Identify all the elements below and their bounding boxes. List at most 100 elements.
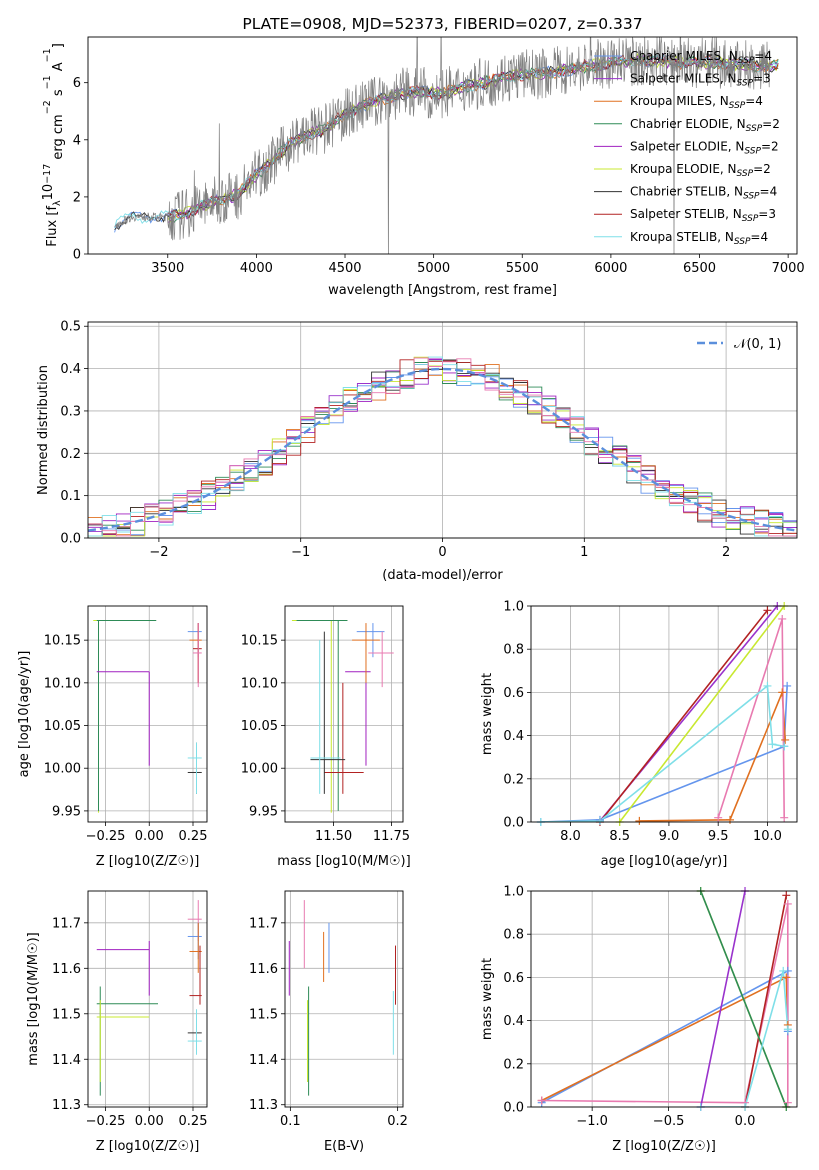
y-tick-label: 2 xyxy=(73,190,81,205)
plot-area xyxy=(540,606,788,822)
legend-label: 𝒩(0, 1) xyxy=(734,337,781,352)
x-axis-label: E(B-V) xyxy=(324,1139,364,1154)
y-tick-label: 0.5 xyxy=(60,320,81,335)
panel-mass-vs-Z: −0.25 0.00 0.25 11.3 11.4 11.5 11.6 11.7 Z [log1… xyxy=(26,890,208,1154)
x-tick-label: 6000 xyxy=(594,261,627,276)
x-axis-label: (data-model)/error xyxy=(382,568,503,583)
plot-area xyxy=(93,620,202,813)
y-tick-label: 10.00 xyxy=(241,762,278,777)
y-tick-label: 11.7 xyxy=(249,916,278,931)
weight-point-marker xyxy=(783,1098,792,1107)
y-tick-label: 11.6 xyxy=(52,962,81,977)
y-tick-label: 11.7 xyxy=(52,916,81,931)
legend-label: Salpeter ELODIE, NSSP=2 xyxy=(630,139,779,156)
y-tick-label: 0.1 xyxy=(60,489,81,504)
y-axis-label: mass weight xyxy=(480,673,495,755)
y-tick-label: 9.95 xyxy=(52,804,81,819)
x-tick-label: 0.1 xyxy=(280,1114,301,1129)
y-tick-label: 0.6 xyxy=(503,971,524,986)
weight-point-marker xyxy=(783,681,792,690)
y-axis-label: Normed distribution xyxy=(36,365,51,495)
x-tick-label: 11.75 xyxy=(373,829,410,844)
plot-area xyxy=(291,620,394,813)
x-tick-label: 2 xyxy=(722,545,730,560)
y-tick-label: 6 xyxy=(73,76,81,91)
x-tick-label: 0.25 xyxy=(179,829,208,844)
x-tick-label: 1 xyxy=(580,545,588,560)
x-tick-label: 0.0 xyxy=(735,1114,756,1129)
legend-label: Kroupa ELODIE, NSSP=2 xyxy=(630,162,771,179)
panel-residuals: −2 −1 0 1 2 0.0 0.1 0.2 0.3 0.4 0.5 (data-model)/er… xyxy=(36,320,798,583)
histogram-step-line xyxy=(88,357,797,537)
x-tick-label: −2 xyxy=(149,545,168,560)
x-tick-label: 5500 xyxy=(506,261,539,276)
plot-area xyxy=(288,900,396,1096)
x-tick-label: 6500 xyxy=(683,261,716,276)
y-tick-label: 11.5 xyxy=(52,1007,81,1022)
panel-age-vs-mass: 11.50 11.75 9.95 10.00 10.05 10.10 10.15 mass [… xyxy=(241,605,411,869)
y-tick-label: 0 xyxy=(73,248,81,263)
weight-line xyxy=(700,970,789,1107)
axes-frame xyxy=(87,890,208,1108)
x-axis-label: mass [log10(M/M☉)] xyxy=(277,854,410,869)
y-tick-label: 0.6 xyxy=(503,686,524,701)
x-tick-label: 4500 xyxy=(328,261,361,276)
y-tick-label: 0.8 xyxy=(503,928,524,943)
observed-spectrum-line xyxy=(114,37,771,254)
weight-point-marker xyxy=(763,681,772,690)
x-tick-label: 7000 xyxy=(772,261,805,276)
y-tick-label: 10.15 xyxy=(44,634,81,649)
y-tick-label: 10.05 xyxy=(241,719,278,734)
x-tick-label: −0.5 xyxy=(653,1114,685,1129)
axes-frame xyxy=(87,605,208,823)
x-axis-label: wavelength [Angstrom, rest frame] xyxy=(328,283,557,298)
x-axis-label: age [log10(age/yr)] xyxy=(601,854,728,869)
weight-line xyxy=(744,895,788,1107)
y-tick-label: 10.00 xyxy=(44,762,81,777)
axes-frame xyxy=(87,321,798,539)
x-tick-label: 0.00 xyxy=(135,1114,164,1129)
x-tick-label: 10.0 xyxy=(753,829,782,844)
axes-frame xyxy=(530,605,798,823)
weight-line xyxy=(541,903,789,1104)
weight-point-marker xyxy=(726,815,735,824)
weight-point-marker xyxy=(778,614,787,623)
y-axis-label: age [log10(age/yr)] xyxy=(17,651,32,778)
y-tick-label: 11.3 xyxy=(52,1098,81,1113)
x-axis-label: Z [log10(Z/Z☉)] xyxy=(96,1139,200,1154)
y-tick-label: 11.3 xyxy=(249,1098,278,1113)
weight-line xyxy=(699,891,788,1107)
y-tick-label: 9.95 xyxy=(249,804,278,819)
weight-line xyxy=(599,609,769,822)
legend-label: Salpeter STELIB, NSSP=3 xyxy=(630,207,776,224)
weight-point-marker xyxy=(635,816,644,825)
y-tick-label: 0.4 xyxy=(503,1014,524,1029)
y-tick-label: 10.10 xyxy=(241,676,278,691)
model-spectrum-line xyxy=(167,52,779,223)
weight-point-marker xyxy=(783,899,792,908)
weight-point-marker xyxy=(778,688,787,697)
y-tick-label: 11.4 xyxy=(52,1053,81,1068)
legend-label: Kroupa MILES, NSSP=4 xyxy=(630,94,763,111)
y-tick-label: 0.2 xyxy=(503,1057,524,1072)
x-tick-label: 5000 xyxy=(417,261,450,276)
legend-label: Salpeter MILES, NSSP=3 xyxy=(630,72,771,89)
x-tick-label: −1.0 xyxy=(576,1114,608,1129)
panel-weight-vs-Z: −1.0 −0.5 0.0 0.0 0.2 0.4 0.6 0.8 1.0 Z [log10(Z/… xyxy=(480,885,798,1154)
x-tick-label: −0.25 xyxy=(86,829,126,844)
x-tick-label: 0.25 xyxy=(179,1114,208,1129)
y-tick-label: 11.4 xyxy=(249,1053,278,1068)
x-tick-label: 0 xyxy=(438,545,446,560)
histogram-step-line xyxy=(88,356,797,537)
y-tick-label: 0.2 xyxy=(503,772,524,787)
weight-point-marker xyxy=(779,966,788,975)
y-axis-label: Flux [fλ10−17 erg cm−2 s−1 A−1] xyxy=(41,43,66,247)
y-axis-label: mass [log10(M/M☉)] xyxy=(26,932,41,1065)
x-tick-label: 0.00 xyxy=(135,829,164,844)
weight-point-marker xyxy=(782,973,791,982)
legend-label: Chabrier STELIB, NSSP=4 xyxy=(630,185,777,202)
plot-area xyxy=(96,900,202,1096)
weight-point-marker xyxy=(783,1025,792,1034)
weight-line xyxy=(619,606,785,822)
